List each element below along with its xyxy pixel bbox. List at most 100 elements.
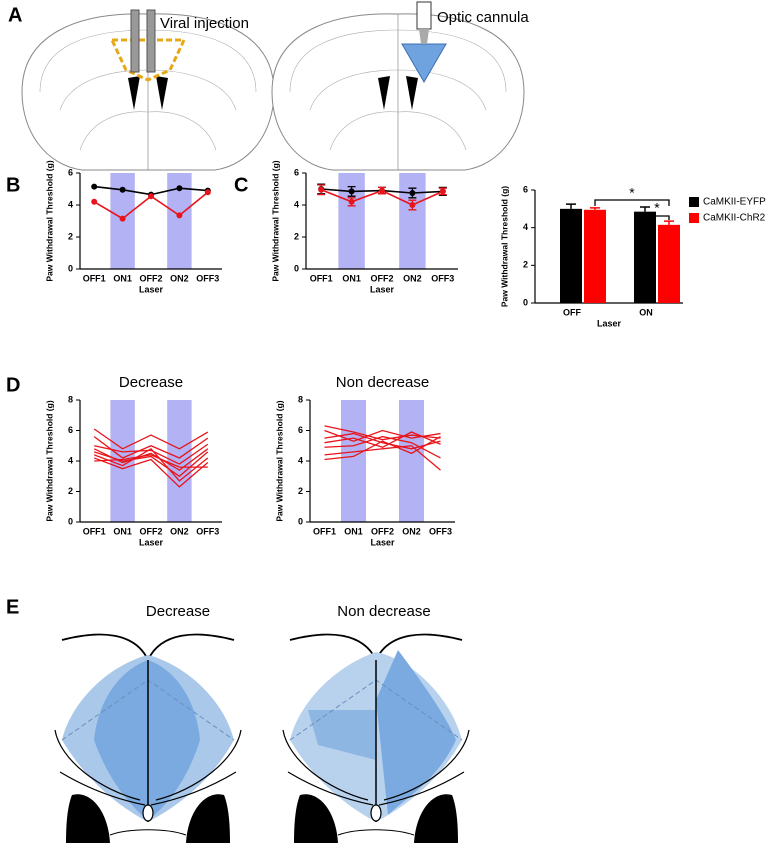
x-tick-label: OFF3 [431, 273, 454, 283]
series-line [93, 447, 209, 482]
highlight-band [341, 400, 366, 522]
series-line [94, 443, 209, 465]
x-axis-label: Laser [139, 537, 164, 547]
series-line [93, 436, 209, 459]
significance-bracket [644, 215, 670, 220]
y-tick-label: 6 [298, 425, 303, 435]
y-tick-label: 4 [68, 455, 73, 465]
x-tick-label: OFF2 [371, 526, 394, 536]
highlight-band [167, 400, 192, 522]
x-axis-label: Laser [597, 318, 622, 328]
y-tick-label: 2 [298, 486, 303, 496]
series-line [324, 445, 441, 471]
panel-label: C [234, 174, 248, 196]
x-tick-label: OFF3 [196, 273, 219, 283]
x-tick-label: OFF3 [196, 526, 219, 536]
y-tick-label: 0 [68, 263, 73, 273]
x-tick-label: ON1 [344, 526, 363, 536]
marker [119, 186, 126, 193]
y-tick-label: 4 [68, 199, 73, 209]
panel-a-drawings [21, 1, 525, 171]
panel-label: E [6, 596, 19, 618]
y-tick-label: 0 [523, 297, 528, 307]
y-axis-label: Paw Withdrawal Threshold (g) [499, 186, 509, 307]
panel-label: D [6, 374, 20, 396]
x-tick-label: ON1 [342, 273, 361, 283]
marker [409, 202, 416, 208]
y-tick-label: 0 [68, 516, 73, 526]
x-tick-label: ON2 [170, 526, 189, 536]
significance-bracket [594, 199, 670, 206]
bar [634, 211, 656, 303]
y-tick-label: 0 [298, 516, 303, 526]
y-tick-label: 6 [68, 425, 73, 435]
x-tick-label: OFF1 [83, 273, 106, 283]
annotation: Viral injection [160, 15, 249, 32]
highlight-band [399, 173, 426, 269]
marker [176, 185, 183, 192]
y-tick-label: 6 [523, 184, 528, 194]
marker [318, 186, 325, 193]
x-tick-label: ON1 [113, 526, 132, 536]
x-tick-label: OFF1 [83, 526, 106, 536]
chart-title: Decrease [119, 374, 183, 391]
x-tick-label: ON1 [113, 273, 132, 283]
error-bar [566, 203, 576, 209]
marker [91, 198, 98, 205]
annotation: Optic cannula [437, 9, 529, 26]
significance-label: * [629, 185, 635, 201]
x-tick-label: OFF2 [139, 273, 162, 283]
legend-label: CaMKII-ChR2 [703, 213, 766, 224]
y-axis-label: Paw Withdrawal Threshold (g) [270, 160, 280, 281]
x-axis-label: Laser [139, 284, 164, 294]
y-tick-label: 4 [523, 222, 528, 232]
marker [148, 193, 154, 200]
x-tick-label: OFF [563, 307, 581, 317]
y-tick-label: 2 [68, 231, 73, 241]
y-tick-label: 8 [298, 394, 303, 404]
panel-label: A [8, 4, 22, 26]
bar [560, 208, 582, 303]
highlight-band [399, 400, 424, 522]
x-tick-label: ON [639, 307, 653, 317]
series-line [94, 454, 208, 468]
y-axis-label: Paw Withdrawal Threshold (g) [274, 400, 284, 521]
x-tick-label: ON2 [403, 273, 422, 283]
x-axis-label: Laser [370, 537, 395, 547]
y-tick-label: 8 [68, 394, 73, 404]
panel-label: B [6, 174, 20, 196]
marker [176, 212, 183, 219]
panel-title: Non decrease [337, 603, 430, 620]
x-tick-label: OFF2 [370, 273, 393, 283]
x-tick-label: ON2 [402, 526, 421, 536]
error-bar [590, 207, 600, 210]
y-tick-label: 4 [298, 455, 303, 465]
legend-swatch [689, 213, 699, 223]
marker [119, 215, 126, 222]
x-tick-label: OFF1 [313, 526, 336, 536]
y-axis-label: Paw Withdrawal Threshold (g) [44, 400, 54, 521]
series-line [324, 432, 441, 450]
x-axis-label: Laser [370, 284, 395, 294]
bar [658, 224, 680, 303]
y-tick-label: 2 [523, 260, 528, 270]
y-tick-label: 6 [68, 167, 73, 177]
marker [204, 189, 211, 196]
marker [91, 183, 98, 190]
x-tick-label: ON2 [170, 273, 189, 283]
series-line [324, 431, 441, 448]
series-line [324, 436, 441, 461]
y-tick-label: 2 [68, 486, 73, 496]
series-line [93, 428, 209, 450]
error-bar [664, 220, 674, 225]
y-tick-label: 2 [294, 231, 299, 241]
significance-label: * [654, 200, 660, 216]
marker [348, 188, 355, 195]
y-tick-label: 4 [294, 199, 299, 209]
marker [379, 187, 385, 194]
series-line [94, 451, 209, 478]
marker [439, 188, 446, 195]
legend-label: CaMKII-EYFP [703, 197, 766, 208]
panel-title: Decrease [146, 603, 210, 620]
